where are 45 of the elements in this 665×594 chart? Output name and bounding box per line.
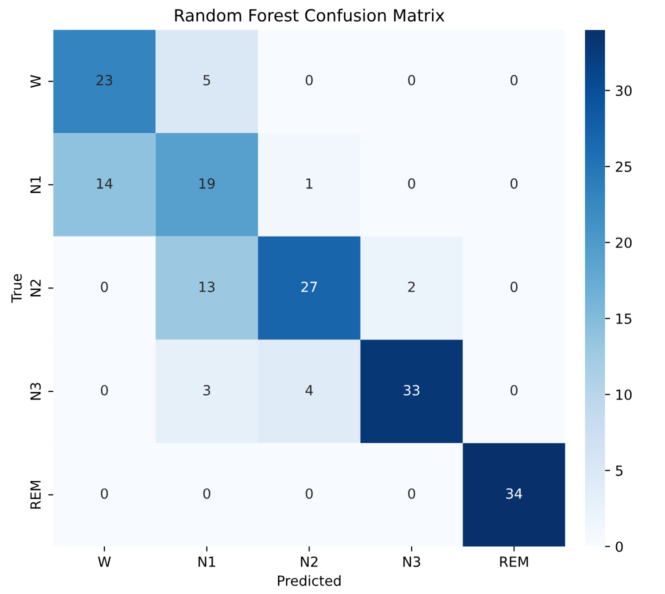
data-label: 0 <box>306 488 313 499</box>
data-label: 0 <box>510 74 518 86</box>
y-tick-label: REM <box>30 480 41 509</box>
data-label: 0 <box>510 178 518 189</box>
data-label: 2 <box>408 282 415 292</box>
data-label: 0 <box>510 282 518 292</box>
color-bar-label: 15 <box>616 314 632 324</box>
data-label: 4 <box>305 385 313 396</box>
data-label: 19 <box>200 178 215 189</box>
data-label: 0 <box>408 488 416 499</box>
data-label: 0 <box>203 488 210 499</box>
x-tick-label: N1 <box>198 556 216 567</box>
x-tick-label: W <box>98 556 111 567</box>
color-bar-label: 30 <box>616 85 632 96</box>
y-tick-label: N1 <box>30 176 41 193</box>
data-label: 23 <box>96 74 112 86</box>
color-bar-label: 5 <box>616 466 622 476</box>
data-label: 0 <box>510 384 518 396</box>
data-label: 0 <box>408 74 416 86</box>
data-label: 14 <box>97 178 112 189</box>
color-bar-label: 0 <box>616 541 623 552</box>
data-label: 27 <box>301 282 317 292</box>
y-tick-label: N2 <box>30 280 41 296</box>
chart-title: Random Forest Confusion Matrix <box>175 8 444 22</box>
color-bar-label: 25 <box>616 161 632 172</box>
data-label: 0 <box>100 488 108 499</box>
color-bar-label: 10 <box>616 389 632 400</box>
y-tick-label: W <box>30 74 41 88</box>
data-label: 13 <box>200 282 215 292</box>
data-label: 0 <box>100 282 108 292</box>
data-label: 0 <box>306 74 313 86</box>
data-label: 0 <box>100 384 108 396</box>
data-label: 0 <box>408 178 416 189</box>
color-bar-label: 20 <box>616 237 632 248</box>
y-axis-title: True <box>11 274 22 303</box>
data-label: 5 <box>203 75 210 86</box>
data-label: 3 <box>203 384 210 396</box>
x-axis-title: Predicted <box>278 575 341 586</box>
data-label: 33 <box>404 384 420 396</box>
data-label: 1 <box>306 178 312 189</box>
x-tick-label: N3 <box>403 556 420 567</box>
data-label: 34 <box>506 488 522 499</box>
y-tick-label: N3 <box>30 382 41 400</box>
x-tick-label: REM <box>500 556 528 567</box>
x-tick-label: N2 <box>300 556 318 567</box>
